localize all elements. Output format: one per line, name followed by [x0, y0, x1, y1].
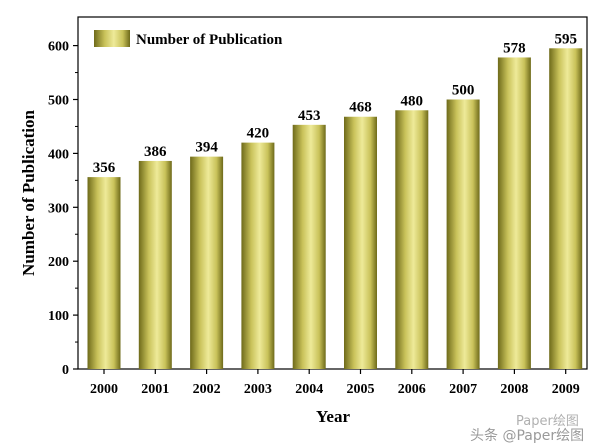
bars-group: 356 386 394 420 453 468 480 500 578 595: [87, 31, 583, 370]
x-tick-label-2007: 2007: [449, 382, 477, 397]
y-tick-label: 100: [48, 309, 69, 324]
x-tick-label-2002: 2002: [193, 382, 221, 397]
x-tick-label-2003: 2003: [244, 382, 272, 397]
data-label-2004: 453: [298, 108, 321, 124]
bar-2008: [497, 57, 531, 369]
plot-frame: [77, 16, 588, 370]
data-label-2005: 468: [349, 100, 372, 116]
data-label-2002: 394: [195, 140, 218, 156]
x-axis-title: Year: [316, 407, 350, 426]
x-tick-label-2001: 2001: [141, 382, 169, 397]
legend-swatch: [94, 30, 130, 47]
bar-2000: [87, 177, 121, 369]
y-tick-label: 300: [48, 201, 69, 216]
data-label-2001: 386: [144, 144, 167, 160]
legend: Number of Publication: [94, 30, 283, 48]
x-tick-label-2004: 2004: [295, 382, 323, 397]
y-tick-label: 500: [48, 94, 69, 109]
y-axis-title: Number of Publication: [19, 109, 38, 275]
data-label-2003: 420: [247, 126, 270, 142]
x-tick-label-2005: 2005: [347, 382, 375, 397]
x-tick-label-2006: 2006: [398, 382, 426, 397]
x-tick-label-2008: 2008: [500, 382, 528, 397]
data-label-2008: 578: [503, 40, 526, 56]
data-label-2000: 356: [93, 160, 116, 176]
x-tick-label-2000: 2000: [90, 382, 118, 397]
data-label-2006: 480: [401, 93, 424, 109]
y-tick-label: 0: [62, 363, 69, 378]
bar-2007: [446, 99, 480, 369]
data-label-2009: 595: [554, 31, 577, 47]
bar-2004: [292, 124, 326, 369]
bar-2001: [138, 160, 172, 369]
data-label-2007: 500: [452, 83, 475, 99]
bar-2002: [190, 156, 224, 369]
y-tick-label: 200: [48, 255, 69, 270]
bar-2009: [549, 48, 583, 370]
y-tick-label: 600: [48, 40, 69, 55]
y-axis: 0 100 200 300 400 500 600: [48, 40, 78, 378]
y-tick-label: 400: [48, 147, 69, 162]
watermark-text-bottom: 头条 @Paper绘图: [470, 428, 585, 444]
legend-label: Number of Publication: [136, 32, 283, 48]
bar-2003: [241, 142, 275, 369]
x-axis: 2000 2001 2002 2003 2004 2005 2006 2007 2008 2009: [90, 369, 580, 397]
bar-2005: [344, 116, 377, 369]
x-tick-label-2009: 2009: [552, 382, 580, 397]
watermark-text-top: Paper绘图: [516, 414, 579, 429]
bar-2006: [395, 110, 429, 369]
